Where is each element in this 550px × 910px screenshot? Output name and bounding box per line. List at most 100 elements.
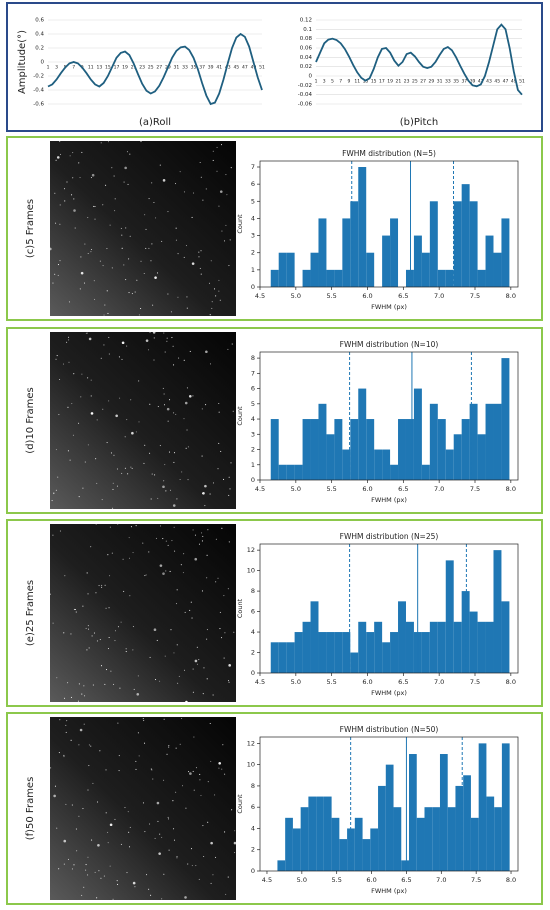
y-tick-label: 4 (251, 415, 255, 423)
y-tick-label: 0.02 (300, 64, 312, 70)
star (172, 828, 175, 830)
star (184, 611, 186, 614)
star (99, 750, 101, 752)
star (59, 260, 61, 262)
star (154, 217, 157, 219)
star (182, 572, 184, 574)
star (176, 589, 178, 591)
y-tick-label: 5 (251, 400, 255, 408)
star (169, 489, 172, 491)
star (224, 632, 226, 634)
x-axis-label: FWHM (px) (371, 689, 407, 697)
star (92, 782, 94, 784)
star (163, 779, 165, 781)
bar (470, 817, 479, 871)
star (191, 617, 193, 619)
star (175, 413, 177, 416)
star (157, 820, 159, 822)
star (167, 420, 169, 422)
star (150, 894, 152, 896)
panel-frame (6, 136, 543, 321)
star (175, 603, 178, 605)
star (181, 785, 184, 787)
star (173, 364, 175, 366)
bar (461, 419, 470, 480)
bar (318, 632, 327, 673)
star (116, 883, 119, 886)
star (199, 779, 201, 781)
star (131, 467, 133, 469)
x-tick-label: 5.5 (332, 876, 342, 884)
bar (445, 269, 454, 287)
x-tick-label: 7 (339, 79, 342, 85)
star (104, 304, 106, 306)
star (106, 290, 108, 292)
star (64, 575, 66, 577)
x-tick-label: 51 (519, 79, 525, 85)
x-tick-label: 47 (503, 79, 509, 85)
x-tick-label: 13 (96, 65, 102, 71)
bar (358, 388, 367, 480)
star (104, 683, 106, 685)
star (138, 314, 140, 316)
star (166, 340, 168, 342)
bar (310, 419, 319, 480)
star (120, 621, 122, 623)
bar (378, 785, 386, 871)
star (65, 731, 67, 734)
star (78, 496, 80, 498)
star (229, 488, 231, 490)
bar (437, 621, 446, 673)
chart-title: FWHM distribution (N=25) (340, 532, 439, 541)
y-tick-label: 0 (41, 60, 45, 66)
star (103, 344, 105, 346)
star (87, 628, 90, 630)
bar (270, 642, 279, 673)
star (59, 153, 62, 156)
x-tick-label: 49 (511, 79, 517, 85)
star (123, 590, 125, 592)
bar (405, 621, 414, 673)
star (135, 525, 137, 527)
star (107, 842, 109, 844)
star (179, 743, 181, 745)
y-axis-label: Amplitude(°) (17, 30, 28, 94)
bar (302, 621, 311, 673)
star (87, 216, 89, 219)
star (70, 633, 72, 635)
star (206, 629, 208, 631)
x-tick-label: 19 (387, 79, 393, 85)
star (82, 807, 84, 810)
bar (501, 743, 510, 871)
star (145, 228, 147, 230)
y-tick-label: 2 (251, 446, 255, 454)
bar (437, 419, 446, 480)
x-tick-label: 6.0 (366, 876, 376, 884)
star (96, 419, 98, 421)
star (192, 691, 194, 693)
star (193, 736, 195, 738)
y-tick-label: 7 (251, 369, 255, 377)
y-tick-label: 6 (251, 385, 255, 393)
star (216, 170, 218, 172)
star (77, 700, 79, 702)
chart-title: FWHM distribution (N=10) (340, 340, 439, 349)
star (175, 239, 177, 241)
x-tick-label: 33 (445, 79, 451, 85)
star (168, 746, 170, 748)
y-tick-label: 0 (251, 476, 255, 484)
star (126, 345, 128, 347)
star (202, 825, 204, 827)
star (66, 720, 68, 722)
star (159, 445, 161, 447)
star (199, 773, 201, 775)
bar (292, 828, 301, 871)
y-tick-label: 0.2 (35, 46, 44, 52)
star (149, 452, 151, 454)
panel-label: (e)25 Frames (25, 580, 36, 646)
star (225, 224, 227, 226)
star (120, 227, 122, 229)
star (63, 754, 65, 756)
star (132, 625, 134, 628)
star (108, 336, 110, 339)
